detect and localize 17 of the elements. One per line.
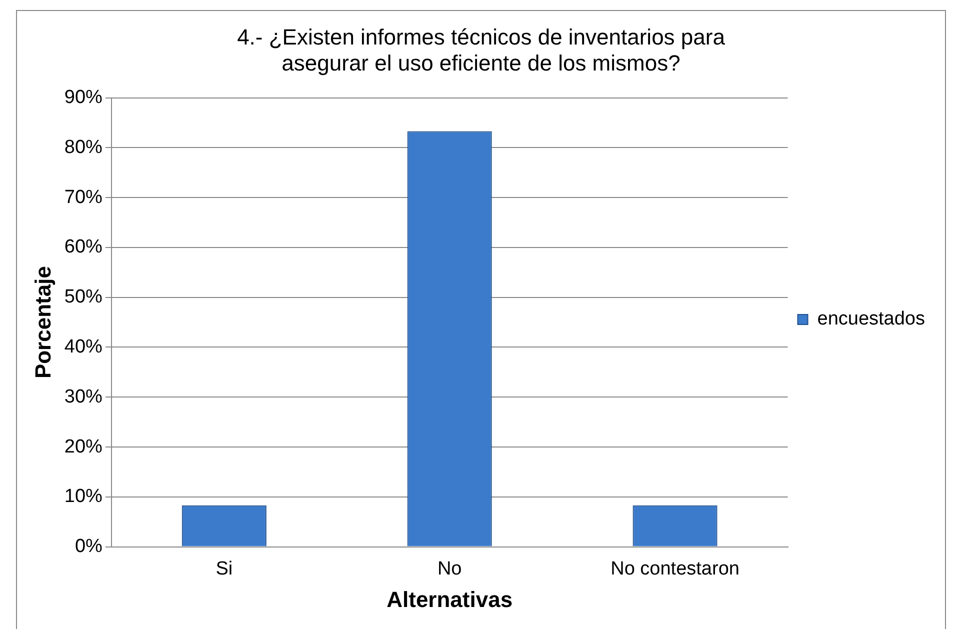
x-tick-label: Si (216, 558, 233, 580)
y-axis-title: Porcentaje (30, 266, 56, 379)
y-tick-label: 20% (64, 436, 103, 458)
y-tick-label: 0% (74, 536, 103, 558)
y-tick-label: 40% (64, 336, 103, 358)
x-tick-label: No contestaron (610, 558, 740, 580)
chart-title: 4.- ¿Existen informes técnicos de inventarios para asegurar el uso eficiente de los mismos? (237, 24, 726, 76)
legend-label: encuestados (817, 308, 926, 330)
y-tick-label: 70% (64, 186, 103, 208)
y-tick-label: 60% (64, 236, 103, 258)
y-tick-label: 10% (64, 486, 103, 508)
y-tick-label: 80% (64, 136, 103, 158)
y-tick-label: 30% (64, 386, 103, 408)
y-tick-label: 90% (64, 87, 103, 108)
x-tick-label: No (437, 558, 462, 580)
y-tick-label: 50% (64, 286, 103, 308)
x-axis-title: Alternativas (386, 586, 513, 612)
